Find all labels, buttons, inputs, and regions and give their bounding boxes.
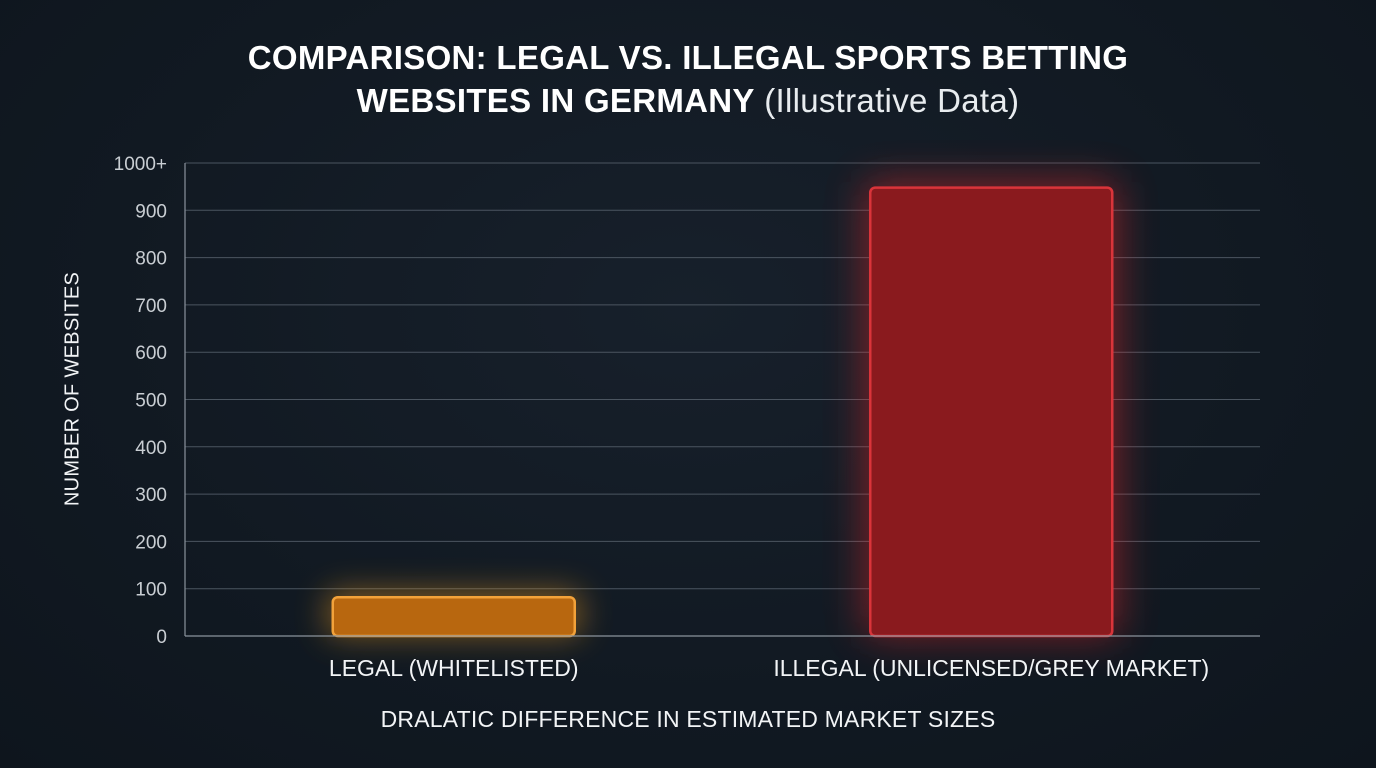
- y-tick-label: 900: [135, 201, 167, 222]
- y-tick-label: 1000+: [114, 154, 167, 175]
- y-tick-label: 700: [135, 296, 167, 317]
- y-tick-label: 300: [135, 485, 167, 506]
- y-axis-title: NUMBER OF WEBSITES: [61, 271, 84, 507]
- y-tick-label: 0: [156, 627, 167, 648]
- y-axis-ticks: 0 100 200 300 400 500 600 700 800 900 1000+: [114, 154, 167, 648]
- x-tick-label: ILLEGAL (UNLICENSED/GREY MARKET): [773, 655, 1209, 681]
- x-axis-title: DRALATIC DIFFERENCE IN ESTIMATED MARKET …: [380, 706, 996, 732]
- axes: [184, 163, 1260, 637]
- y-tick-label: 500: [135, 391, 167, 412]
- bars: [326, 181, 1119, 638]
- chart-title-qualifier: (Illustrative Data): [764, 82, 1020, 119]
- bar: [869, 186, 1114, 638]
- y-tick-label: 600: [135, 343, 167, 364]
- y-tick-label: 800: [135, 249, 167, 270]
- y-tick-label: 400: [135, 438, 167, 459]
- chart-title: COMPARISON: LEGAL VS. ILLEGAL SPORTS BET…: [0, 36, 1376, 122]
- y-tick-label: 100: [135, 580, 167, 601]
- x-axis-ticks: LEGAL (WHITELISTED) ILLEGAL (UNLICENSED/G…: [329, 655, 1209, 681]
- chart-title-line-2: WEBSITES IN GERMANY: [356, 82, 755, 119]
- y-tick-label: 200: [135, 532, 167, 553]
- bar: [331, 595, 576, 638]
- x-tick-label: LEGAL (WHITELISTED): [329, 655, 579, 681]
- chart-title-line-1: COMPARISON: LEGAL VS. ILLEGAL SPORTS BET…: [247, 39, 1129, 76]
